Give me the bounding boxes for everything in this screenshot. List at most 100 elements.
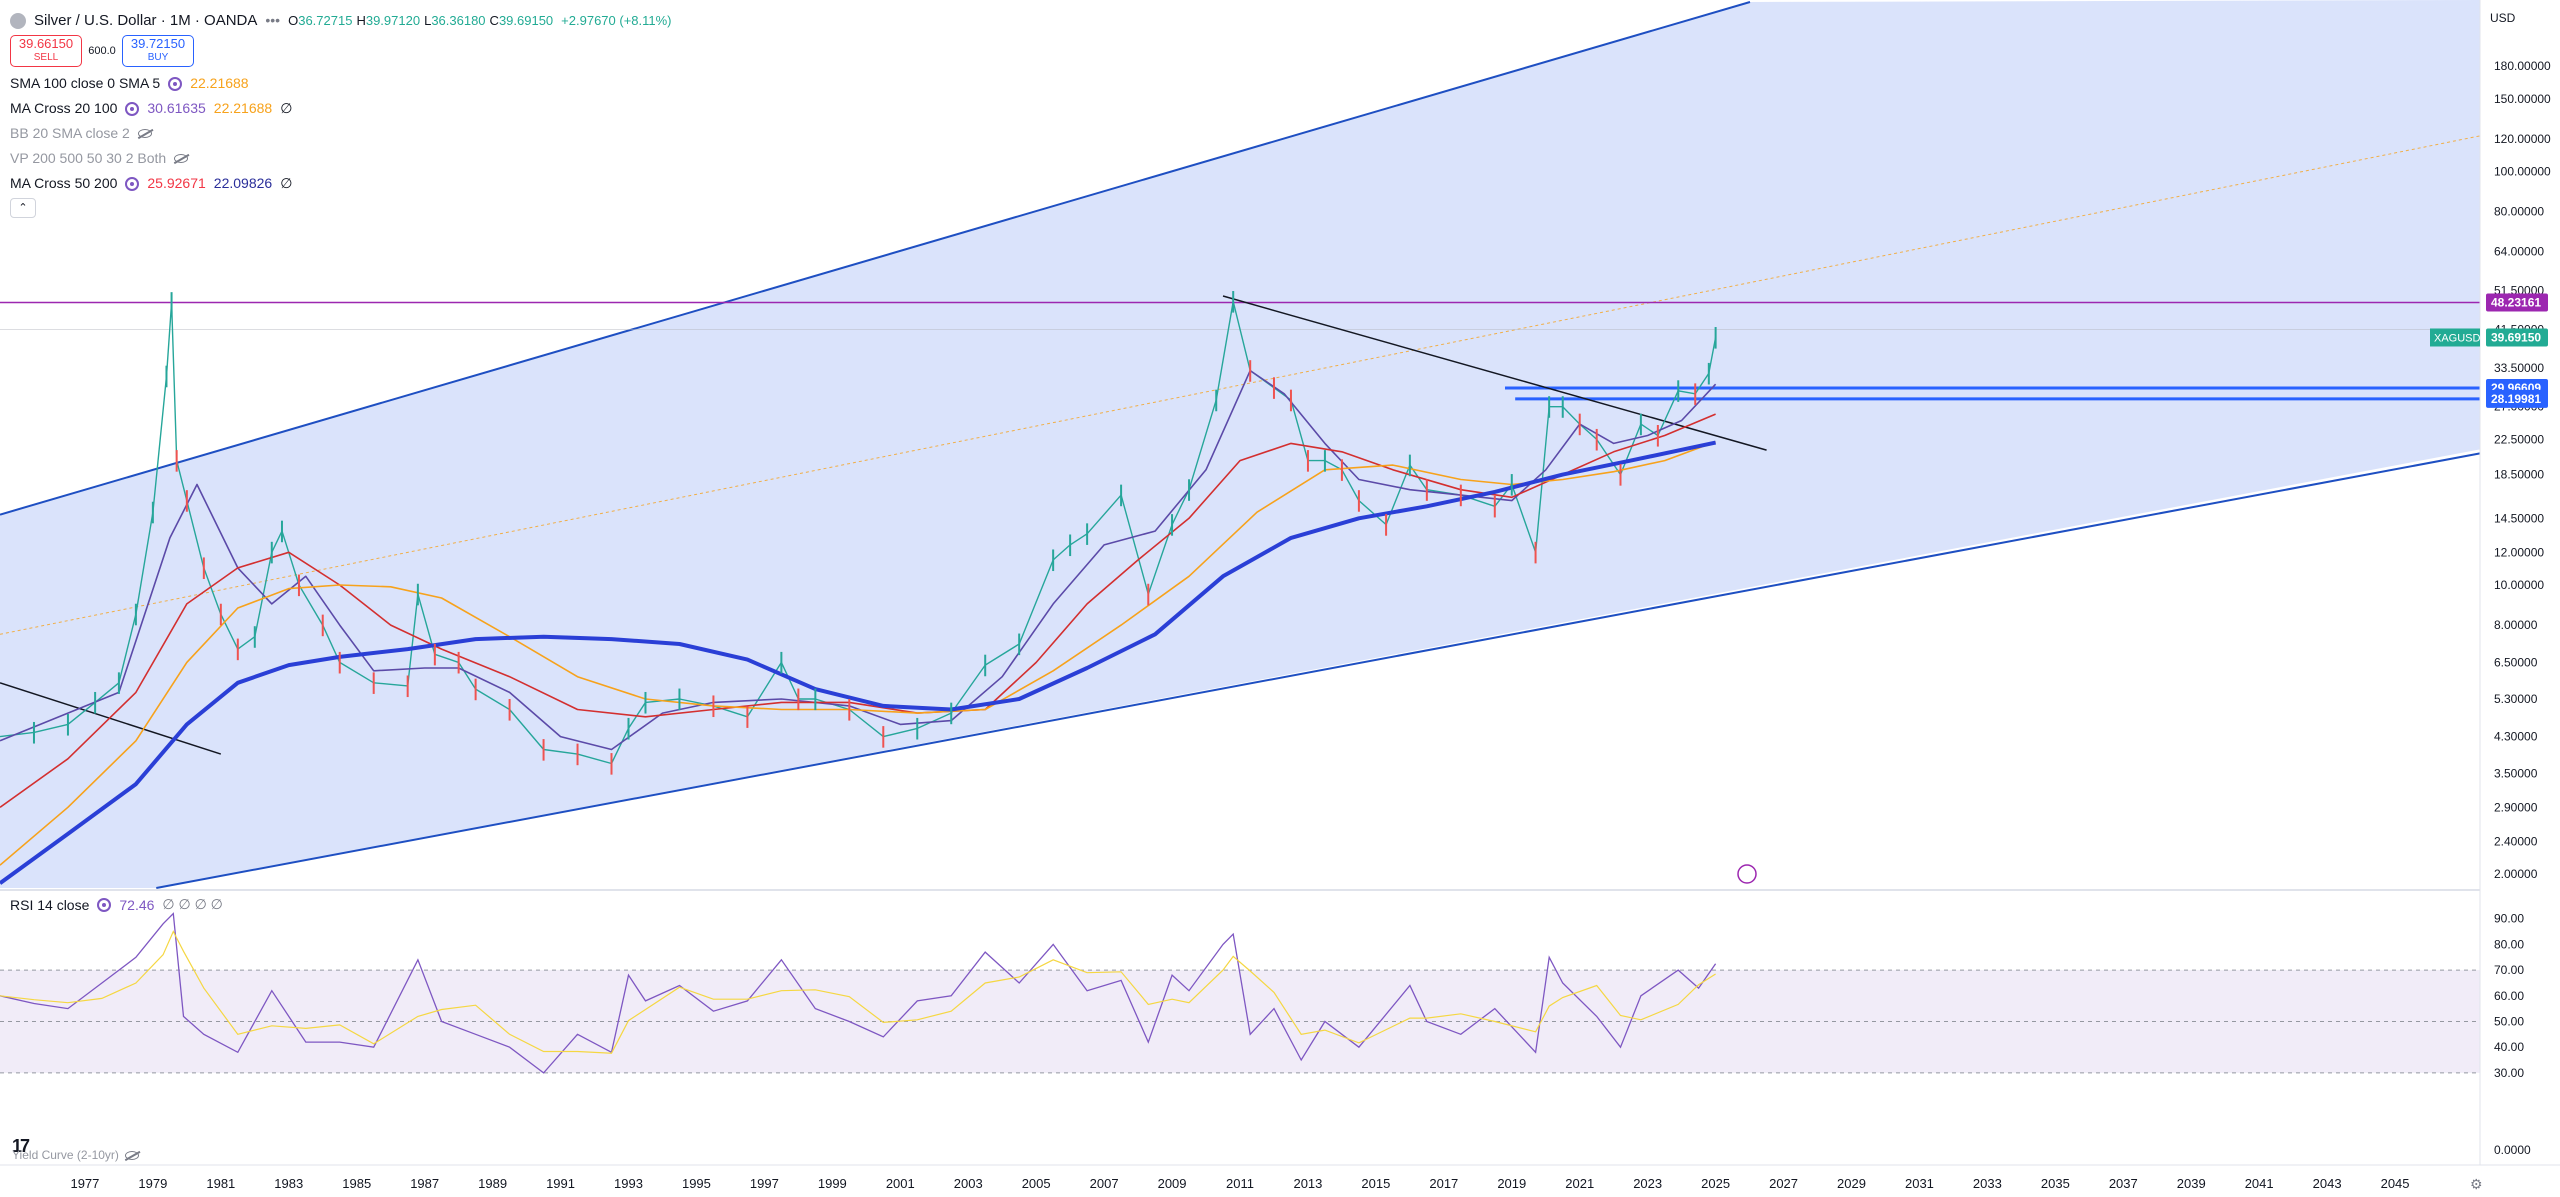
rsi-tick-label: 40.00 bbox=[2494, 1040, 2524, 1054]
time-tick-label: 1991 bbox=[546, 1176, 575, 1191]
price-tick-label: 6.50000 bbox=[2494, 655, 2538, 669]
time-tick-label: 2039 bbox=[2177, 1176, 2206, 1191]
time-tick-label: 1979 bbox=[138, 1176, 167, 1191]
price-tag-bg bbox=[2486, 293, 2548, 312]
price-change: +2.97670 (+8.11%) bbox=[561, 13, 672, 28]
sell-label: SELL bbox=[33, 52, 59, 63]
price-tick-label: 2.90000 bbox=[2494, 800, 2538, 814]
price-tick-label: 180.00000 bbox=[2494, 59, 2551, 73]
indicator-row[interactable]: MA Cross 20 100 30.61635 22.21688 ∅ bbox=[10, 96, 672, 121]
main-pane[interactable] bbox=[0, 0, 2481, 889]
series-price[interactable] bbox=[0, 300, 1717, 765]
time-tick-label: 2013 bbox=[1293, 1176, 1322, 1191]
settings-icon[interactable] bbox=[97, 897, 112, 912]
indicator-value: ∅ bbox=[280, 100, 293, 116]
axis-settings-icon[interactable]: ⚙ bbox=[2470, 1176, 2483, 1192]
rsi-pane[interactable] bbox=[0, 912, 2480, 1074]
time-tick-label: 2007 bbox=[1090, 1176, 1119, 1191]
price-tag-bg bbox=[2486, 389, 2548, 408]
price-tick-label: 150.00000 bbox=[2494, 92, 2551, 106]
time-tick-label: 2023 bbox=[1633, 1176, 1662, 1191]
hidden-eye-icon[interactable] bbox=[137, 129, 152, 138]
price-tick-label: 2.40000 bbox=[2494, 834, 2538, 848]
time-tick-label: 2009 bbox=[1158, 1176, 1187, 1191]
ohlc-value: 39.69150 bbox=[498, 13, 554, 28]
settings-icon[interactable] bbox=[125, 101, 140, 116]
rsi-tick-label: 30.00 bbox=[2494, 1066, 2524, 1080]
indicator-value: 30.61635 bbox=[147, 100, 206, 116]
hidden-eye-icon[interactable] bbox=[124, 1150, 139, 1160]
time-tick-label: 2033 bbox=[1973, 1176, 2002, 1191]
rsi-line[interactable] bbox=[0, 912, 1717, 1074]
indicator-value: ∅ bbox=[280, 175, 293, 191]
indicator-row[interactable]: MA Cross 50 200 25.92671 22.09826 ∅ bbox=[10, 171, 672, 196]
price-tick-label: 33.50000 bbox=[2494, 361, 2544, 375]
indicator-value: 22.21688 bbox=[190, 75, 249, 91]
early-trend-line[interactable] bbox=[0, 682, 222, 755]
price-tag-value: 48.23161 bbox=[2491, 295, 2541, 309]
channel-lower-line[interactable] bbox=[156, 452, 2481, 889]
time-tick-label: 1983 bbox=[274, 1176, 303, 1191]
time-tick-label: 2021 bbox=[1565, 1176, 1594, 1191]
downtrend-line[interactable] bbox=[1222, 295, 1767, 451]
ohlc-item: H39.97120 bbox=[356, 8, 420, 33]
rsi-name[interactable]: RSI 14 close bbox=[10, 896, 90, 913]
indicator-name[interactable]: VP 200 500 50 30 2 Both bbox=[10, 150, 167, 166]
time-tick-label: 1985 bbox=[342, 1176, 371, 1191]
time-tick-label: 2001 bbox=[886, 1176, 915, 1191]
time-tick-label: 2045 bbox=[2381, 1176, 2410, 1191]
price-tick-label: 10.00000 bbox=[2494, 578, 2544, 592]
rsi-tick-label: 90.00 bbox=[2494, 912, 2524, 926]
indicator-name[interactable]: MA Cross 20 100 bbox=[10, 100, 118, 116]
sell-button[interactable]: 39.66150 SELL bbox=[10, 35, 82, 67]
indicator-list: SMA 100 close 0 SMA 5 22.21688 MA Cross 20… bbox=[10, 71, 672, 196]
rsi-tick-label: 50.00 bbox=[2494, 1015, 2524, 1029]
time-tick-label: 2035 bbox=[2041, 1176, 2070, 1191]
ohlc-values: O36.72715 H39.97120 L36.36180 C39.69150 bbox=[288, 8, 553, 33]
symbol-title[interactable]: Silver / U.S. Dollar · 1M · OANDA bbox=[34, 12, 258, 29]
trade-panel: 39.66150 SELL 600.0 39.72150 BUY bbox=[10, 35, 672, 67]
series-ma20[interactable] bbox=[0, 369, 1717, 751]
rsi-legend[interactable]: RSI 14 close 72.46 ∅ ∅ ∅ ∅ bbox=[10, 896, 223, 913]
alert-marker-icon[interactable] bbox=[1737, 864, 1757, 884]
indicator-row[interactable]: BB 20 SMA close 2 bbox=[10, 121, 672, 146]
indicator-row[interactable]: SMA 100 close 0 SMA 5 22.21688 bbox=[10, 71, 672, 96]
yield-curve-label: Yield Curve (2-10yr) bbox=[12, 1148, 119, 1162]
hidden-eye-icon[interactable] bbox=[174, 154, 189, 163]
indicator-name[interactable]: MA Cross 50 200 bbox=[10, 175, 118, 191]
buy-button[interactable]: 39.72150 BUY bbox=[122, 35, 194, 67]
rsi-ma-line[interactable] bbox=[0, 930, 1716, 1054]
price-tag-value: 39.69150 bbox=[2491, 330, 2541, 344]
indicator-name[interactable]: SMA 100 close 0 SMA 5 bbox=[10, 75, 161, 91]
settings-icon[interactable] bbox=[168, 76, 183, 91]
channel-upper-line[interactable] bbox=[0, 1, 1751, 516]
rsi-tick-label: 60.00 bbox=[2494, 989, 2524, 1003]
settings-icon[interactable] bbox=[125, 176, 140, 191]
time-tick-label: 2041 bbox=[2245, 1176, 2274, 1191]
price-tag-bg bbox=[2486, 328, 2548, 347]
time-tick-label: 1993 bbox=[614, 1176, 643, 1191]
indicator-name[interactable]: BB 20 SMA close 2 bbox=[10, 125, 130, 141]
rsi-tick-label: 80.00 bbox=[2494, 937, 2524, 951]
currency-label: USD bbox=[2490, 11, 2516, 25]
price-tag-value: 28.19981 bbox=[2491, 392, 2541, 406]
ohlc-value: 36.36180 bbox=[431, 13, 486, 28]
time-tick-label: 2019 bbox=[1497, 1176, 1526, 1191]
ohlc-label: H bbox=[356, 13, 366, 28]
symbol-header[interactable]: Silver / U.S. Dollar · 1M · OANDA ••• O3… bbox=[10, 8, 672, 33]
more-options-icon[interactable]: ••• bbox=[265, 12, 281, 28]
price-tick-label: 22.50000 bbox=[2494, 432, 2544, 446]
tradingview-logo[interactable]: 17 bbox=[12, 1136, 30, 1156]
price-axis-bg bbox=[2480, 0, 2560, 1197]
price-tick-label: 18.50000 bbox=[2494, 468, 2544, 482]
rsi-extra-values: ∅ ∅ ∅ ∅ bbox=[162, 896, 223, 912]
symbol-tag-bg bbox=[2430, 328, 2480, 347]
spread-value: 600.0 bbox=[88, 44, 116, 57]
rsi-tick-label: 70.00 bbox=[2494, 963, 2524, 977]
collapse-legend-button[interactable]: ⌃ bbox=[10, 198, 36, 218]
channel-mid-line[interactable] bbox=[0, 135, 2481, 635]
indicator-row[interactable]: VP 200 500 50 30 2 Both bbox=[10, 146, 672, 171]
time-tick-label: 1981 bbox=[206, 1176, 235, 1191]
yield-curve-indicator[interactable]: Yield Curve (2-10yr) bbox=[12, 1148, 139, 1162]
